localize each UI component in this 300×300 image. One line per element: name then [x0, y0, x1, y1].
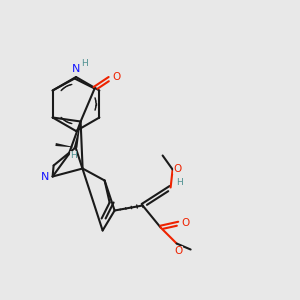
Text: N: N [71, 64, 80, 74]
Text: H: H [176, 178, 183, 187]
Text: O: O [112, 73, 121, 82]
Text: H: H [81, 59, 88, 68]
Text: H: H [70, 151, 77, 160]
Polygon shape [74, 122, 81, 148]
Text: N: N [40, 172, 49, 182]
Text: O: O [175, 245, 183, 256]
Text: O: O [173, 164, 182, 173]
Polygon shape [56, 143, 76, 148]
Text: O: O [182, 218, 190, 227]
